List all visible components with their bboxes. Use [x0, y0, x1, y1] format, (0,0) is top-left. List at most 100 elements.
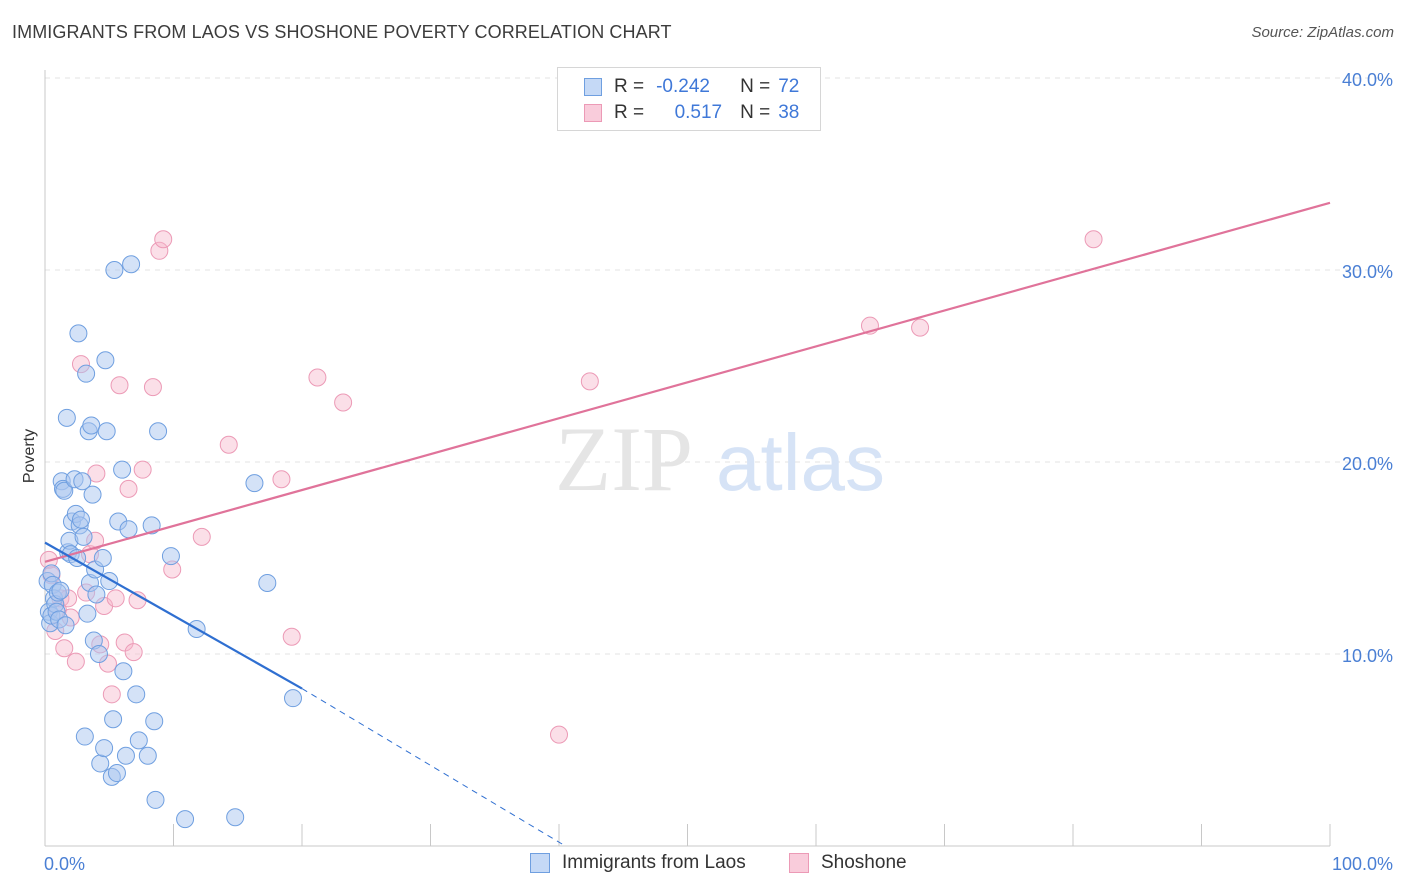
laos-point	[95, 739, 114, 758]
laos-point	[97, 422, 116, 441]
laos-legend-swatch	[530, 853, 550, 873]
x-tick-label-max: 100.0%	[1332, 854, 1393, 874]
shoshone-point	[308, 368, 327, 387]
series-laos-points	[38, 255, 303, 829]
shoshone-legend-swatch	[789, 853, 809, 873]
y-tick-label: 30.0%	[1342, 262, 1393, 282]
legend-n-label-2: N =	[740, 102, 771, 123]
laos-point	[87, 585, 106, 604]
laos-point	[113, 460, 132, 479]
shoshone-point	[282, 627, 301, 646]
laos-point	[75, 727, 94, 746]
legend-n-value-1: 72	[778, 76, 800, 97]
shoshone-point	[150, 241, 169, 260]
laos-point	[89, 645, 108, 663]
x-tick-label-min: 0.0%	[44, 854, 85, 874]
legend-r-value-2: 0.517	[674, 102, 723, 123]
legend-n-label-1: N =	[740, 76, 771, 97]
trend-lines	[44, 201, 1331, 847]
shoshone-legend-label: Shoshone	[821, 852, 907, 873]
laos-point	[55, 481, 74, 500]
laos-point	[96, 351, 115, 370]
laos-point	[116, 746, 135, 765]
shoshone-trend-line	[44, 201, 1331, 563]
shoshone-point	[87, 464, 106, 483]
shoshone-swatch	[584, 104, 602, 122]
laos-point	[245, 474, 264, 493]
laos-point	[74, 527, 93, 546]
shoshone-point	[124, 643, 143, 662]
shoshone-point	[55, 639, 74, 658]
shoshone-point	[102, 685, 121, 704]
y-tick-label: 10.0%	[1342, 646, 1393, 666]
shoshone-point	[550, 725, 568, 744]
laos-point	[77, 364, 96, 383]
laos-swatch	[584, 78, 602, 96]
shoshone-point	[154, 230, 173, 249]
shoshone-point	[272, 470, 291, 489]
laos-point	[56, 616, 75, 635]
axes	[44, 70, 1331, 847]
laos-point	[73, 472, 92, 491]
source-credit: Source: ZipAtlas.com	[1251, 24, 1394, 41]
chart-title: IMMIGRANTS FROM LAOS VS SHOSHONE POVERTY…	[12, 22, 672, 42]
laos-point	[83, 485, 102, 504]
laos-point	[138, 746, 157, 765]
watermark-atlas: atlas	[716, 418, 885, 507]
y-tick-label: 40.0%	[1342, 70, 1393, 90]
laos-point	[149, 422, 168, 441]
laos-point	[146, 790, 165, 809]
laos-trend-extension	[301, 688, 566, 847]
shoshone-point	[106, 589, 125, 608]
shoshone-point	[133, 460, 152, 479]
shoshone-point	[334, 393, 353, 412]
shoshone-point	[192, 527, 211, 546]
laos-point	[258, 573, 277, 592]
legend-row-shoshone: R = 0.517 N = 38	[584, 100, 799, 126]
laos-point	[176, 810, 195, 829]
laos-point	[93, 549, 112, 567]
legend-r-value-1: -0.242	[656, 76, 710, 97]
laos-point	[69, 324, 88, 343]
laos-point	[114, 662, 133, 681]
shoshone-point	[580, 372, 599, 391]
laos-point	[161, 547, 180, 566]
laos-point	[284, 689, 303, 708]
shoshone-point	[1084, 230, 1103, 249]
shoshone-point	[110, 376, 129, 395]
gridlines	[45, 77, 1392, 655]
laos-point	[226, 808, 245, 827]
laos-point	[104, 710, 123, 729]
laos-legend-label: Immigrants from Laos	[562, 852, 746, 873]
laos-point	[107, 764, 126, 783]
correlation-legend: R = -0.242 N = 72 R = 0.517 N = 38	[557, 67, 821, 131]
laos-point	[78, 604, 97, 623]
shoshone-point	[119, 479, 138, 498]
legend-item-laos: Immigrants from Laos	[530, 852, 746, 874]
legend-r-label-2: R =	[614, 102, 645, 123]
shoshone-point	[143, 378, 162, 397]
y-tick-label: 20.0%	[1342, 454, 1393, 474]
shoshone-point	[219, 435, 238, 454]
legend-item-shoshone: Shoshone	[789, 852, 907, 874]
laos-point	[82, 416, 101, 435]
laos-point	[145, 712, 164, 731]
legend-n-value-2: 38	[778, 102, 800, 123]
y-axis-label: Poverty	[21, 429, 38, 483]
laos-point	[122, 255, 141, 274]
laos-point	[91, 754, 110, 773]
watermark-zip: ZIP	[555, 408, 693, 510]
laos-point	[119, 520, 138, 539]
laos-point	[57, 408, 76, 427]
laos-point	[129, 731, 148, 750]
laos-point	[51, 581, 70, 600]
shoshone-point	[115, 633, 134, 652]
y-tick-labels: 10.0% 20.0% 30.0% 40.0%	[1342, 70, 1393, 666]
legend-row-laos: R = -0.242 N = 72	[584, 74, 799, 100]
legend-r-label-1: R =	[614, 76, 645, 97]
shoshone-point	[911, 318, 930, 337]
shoshone-point	[66, 652, 85, 671]
laos-trend-line	[44, 541, 303, 690]
laos-point	[71, 510, 90, 529]
